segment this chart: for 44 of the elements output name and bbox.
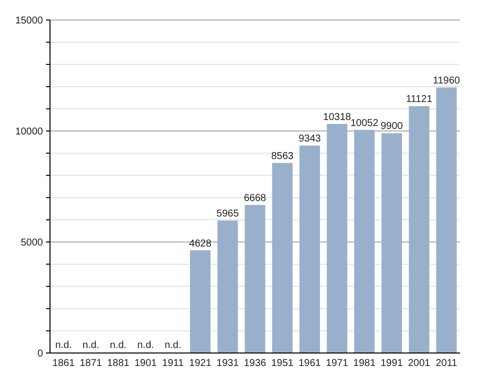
text: n.d. <box>137 340 154 351</box>
x-tick-label: 1861 <box>52 358 76 369</box>
data-label: 6668 <box>244 192 267 204</box>
bar <box>190 250 211 353</box>
x-tick-label: 2001 <box>408 358 431 369</box>
y-tick-label: 0 <box>37 348 44 360</box>
bar <box>382 133 402 353</box>
bar <box>244 204 266 353</box>
x-tick-label: 1936 <box>244 358 267 369</box>
text: n.d. <box>82 340 100 351</box>
x-tick-label: 1991 <box>380 358 404 369</box>
data-label: 10052 <box>350 118 379 129</box>
data-label: 11960 <box>432 75 460 86</box>
text: n.d. <box>164 340 182 351</box>
bar <box>217 220 238 353</box>
bar <box>326 124 348 353</box>
bar <box>354 130 375 353</box>
data-label: 4628 <box>189 238 212 250</box>
bar <box>408 106 430 353</box>
x-tick-label: 1981 <box>353 358 376 369</box>
x-tick-label: 1901 <box>134 358 158 369</box>
data-label: 10318 <box>323 112 352 123</box>
x-tick-label: 1921 <box>189 358 212 369</box>
x-tick-label: 1951 <box>271 358 294 369</box>
bar <box>272 162 293 353</box>
text: n.d. <box>110 340 127 351</box>
data-label: 9900 <box>380 121 404 132</box>
data-label: 11121 <box>406 94 433 106</box>
data-label: 9343 <box>298 134 322 145</box>
x-tick-label: 1961 <box>298 358 322 369</box>
x-tick-label: 1881 <box>107 358 130 369</box>
data-label: 5965 <box>216 208 240 220</box>
x-tick-label: 1971 <box>326 358 349 369</box>
y-tick-label: 10000 <box>15 126 44 138</box>
data-label: 8563 <box>271 150 294 162</box>
x-tick-label: 2011 <box>436 358 458 369</box>
y-tick-label: 5000 <box>20 238 44 248</box>
x-tick-label: 1871 <box>80 358 102 369</box>
x-tick-label: 1931 <box>216 358 240 369</box>
x-tick-label: 1911 <box>162 358 184 369</box>
y-tick-label: 15000 <box>15 16 44 26</box>
text: n.d. <box>55 340 72 351</box>
bar <box>436 87 457 353</box>
bar <box>299 146 320 353</box>
